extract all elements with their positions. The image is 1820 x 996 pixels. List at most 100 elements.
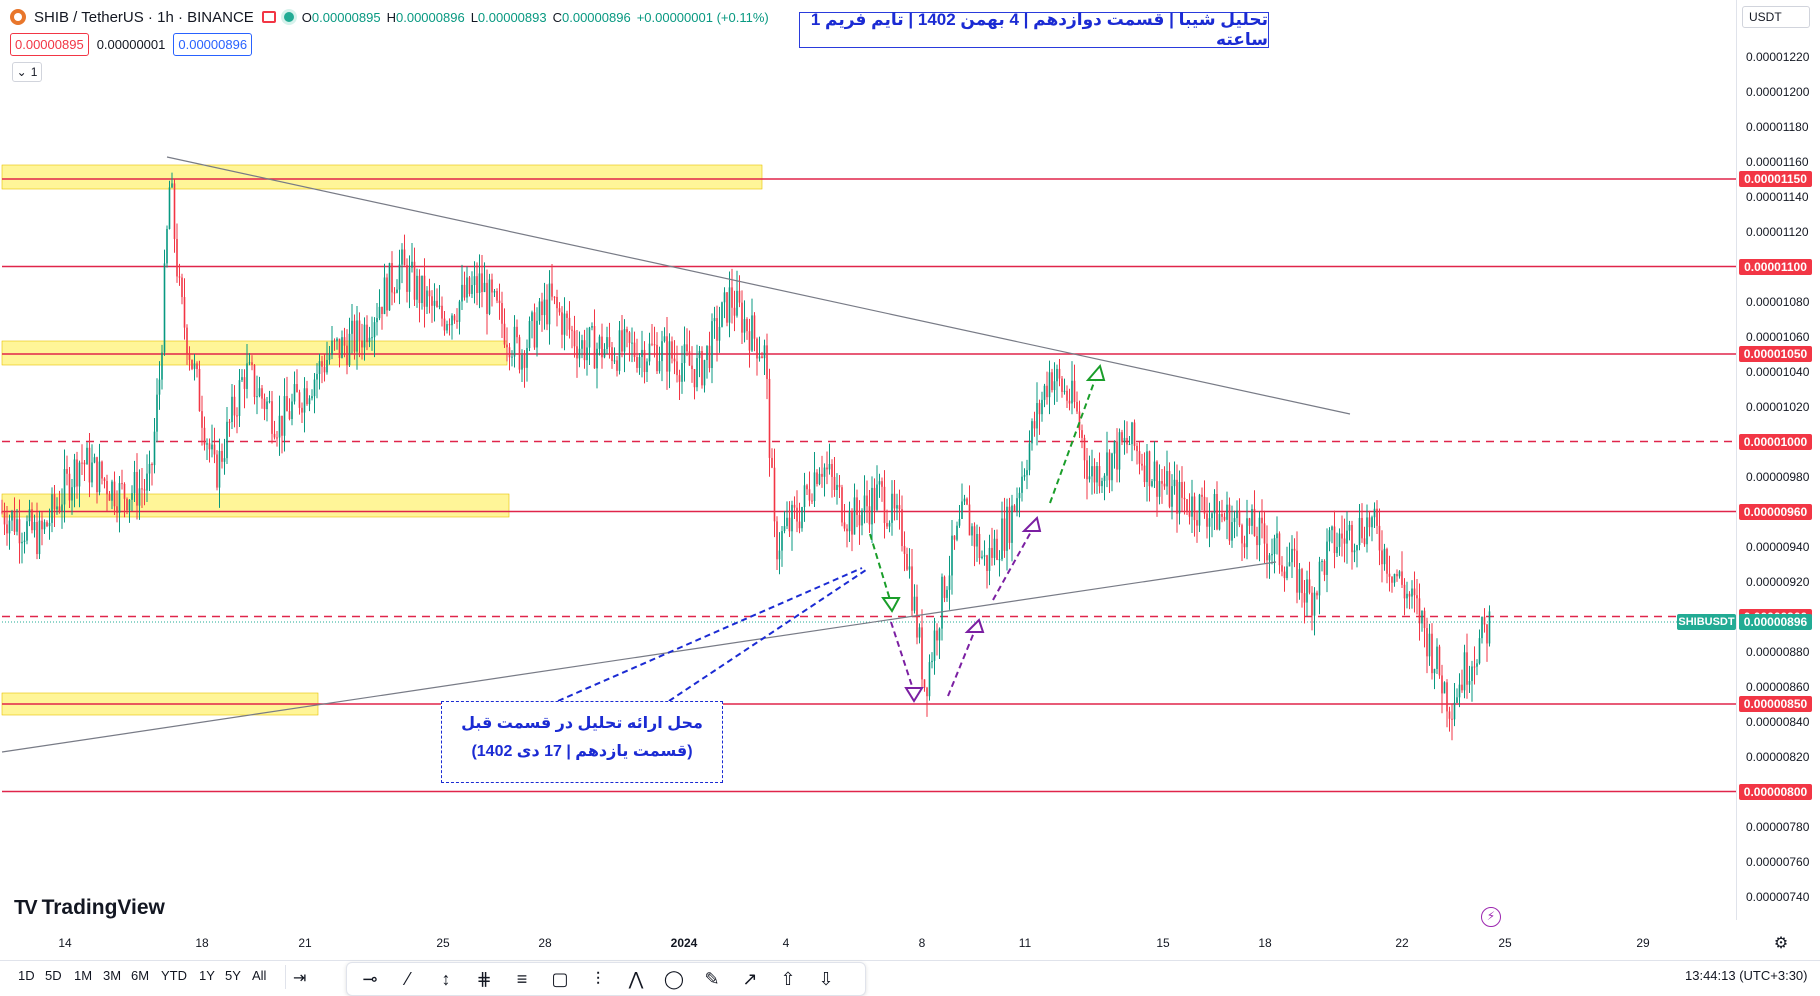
candle-body <box>1128 444 1131 446</box>
settings-gear-icon[interactable]: ⚙ <box>1773 935 1789 952</box>
buy-price-button[interactable]: 0.00000896 <box>173 33 253 56</box>
price-tick: 0.00001200 <box>1746 84 1810 99</box>
circle-icon[interactable]: ◯ <box>663 968 685 989</box>
candle-body <box>883 486 886 524</box>
zone-10500[interactable] <box>1 340 508 366</box>
level-price-label: 0.00000800 <box>1739 783 1812 800</box>
candle-body <box>751 315 753 351</box>
calendar-range-icon[interactable]: ⇥ <box>293 970 307 987</box>
clock[interactable]: 13:44:13 (UTC+3:30) <box>1685 968 1808 983</box>
zone-9600[interactable] <box>1 493 510 518</box>
range-3m[interactable]: 3M <box>103 968 122 983</box>
arrow-up-icon[interactable]: ⇧ <box>780 968 796 989</box>
spread-value: 0.00000001 <box>96 37 166 52</box>
arrow-tool-icon[interactable]: ↗ <box>742 968 758 989</box>
range-ytd[interactable]: YTD <box>161 968 187 983</box>
candle-body <box>1351 524 1353 553</box>
candle-body <box>843 522 846 529</box>
symbol-title[interactable]: SHIB / TetherUS · 1h · BINANCE <box>34 8 254 26</box>
annotation-arrows[interactable] <box>557 363 1106 703</box>
candle-body <box>1426 628 1428 657</box>
range-6m[interactable]: 6M <box>131 968 150 983</box>
analysis-title[interactable]: تحلیل شیبا | قسمت دوازدهم | 4 بهمن 1402 … <box>799 10 1269 49</box>
candle-body <box>233 396 236 416</box>
range-1y[interactable]: 1Y <box>199 968 215 983</box>
time-tick: 22 <box>1395 936 1409 950</box>
candle-body <box>1256 536 1258 546</box>
candle-body <box>861 510 863 526</box>
candle-body <box>241 377 243 381</box>
candle-body <box>856 497 858 516</box>
range-all[interactable]: All <box>252 968 267 983</box>
candle-body <box>1441 675 1443 694</box>
horizontal-line-icon[interactable]: ⊸ <box>362 968 378 989</box>
range-5y[interactable]: 5Y <box>225 968 241 983</box>
vertical-line-icon[interactable]: ↕ <box>441 968 451 989</box>
candle-body <box>1246 518 1248 548</box>
candle-body <box>163 263 166 353</box>
replay-icon[interactable]: ⚡ <box>1481 907 1501 927</box>
rectangle-icon[interactable]: ▢ <box>551 968 569 989</box>
flag-icon[interactable] <box>261 11 276 23</box>
candle-body <box>1118 432 1121 470</box>
candle-body <box>598 336 601 349</box>
candle-body <box>458 301 461 322</box>
candle-body <box>1018 492 1021 499</box>
price-tick: 0.00000840 <box>1746 714 1810 729</box>
candle-body <box>1196 520 1198 526</box>
candle-body <box>161 352 163 380</box>
descending-trendline[interactable] <box>166 156 1351 415</box>
candle-body <box>1343 538 1346 544</box>
candle-body <box>1341 533 1343 539</box>
annotation-note[interactable]: محل ارائه تحلیل در قسمت قبل (قسمت یازدهم… <box>441 701 723 783</box>
fib-icon[interactable]: ≡ <box>516 968 528 989</box>
tradingview-logo[interactable]: TV TradingView <box>14 896 165 919</box>
candle-body <box>816 472 818 485</box>
parallel-channel-icon[interactable]: ⋕ <box>476 968 492 989</box>
range-1m[interactable]: 1M <box>74 968 93 983</box>
currency-select[interactable]: USDT <box>1742 6 1810 28</box>
candle-body <box>306 388 308 405</box>
candle-body <box>1076 401 1078 412</box>
candle-body <box>1106 452 1108 476</box>
candle-body <box>168 187 171 230</box>
candle-body <box>1101 480 1103 487</box>
candle-body <box>213 444 216 455</box>
time-tick: 15 <box>1156 936 1170 950</box>
ascending-trendline[interactable] <box>1 561 1277 753</box>
candle-body <box>221 450 223 462</box>
candle-body <box>461 284 463 302</box>
time-scale[interactable] <box>0 926 1736 956</box>
candle-body <box>1226 504 1228 520</box>
candle-body <box>608 337 611 348</box>
arrow-down-icon[interactable]: ⇩ <box>818 968 834 989</box>
candle-body <box>841 487 843 523</box>
sell-price-button[interactable]: 0.00000895 <box>10 33 89 56</box>
indicators-toggle[interactable]: ⌄ 1 <box>12 62 42 82</box>
candle-body <box>746 319 748 332</box>
range-1d[interactable]: 1D <box>18 968 35 983</box>
candle-body <box>1291 548 1293 563</box>
candle-body <box>351 320 353 334</box>
price-scale[interactable] <box>1736 0 1820 920</box>
candle-body <box>513 326 516 357</box>
candle-body <box>111 481 113 501</box>
candle-body <box>31 509 33 531</box>
brush-icon[interactable]: ✎ <box>704 968 720 989</box>
candle-body <box>66 469 68 474</box>
candle-body <box>123 483 126 499</box>
pitchfork-icon[interactable]: ⫶ <box>595 968 601 989</box>
candle-body <box>1243 543 1246 548</box>
range-5d[interactable]: 5D <box>45 968 62 983</box>
pattern-icon[interactable]: ⋀ <box>628 968 644 989</box>
zone-11500[interactable] <box>1 164 763 190</box>
candle-body <box>1111 453 1113 481</box>
candle-body <box>348 333 351 366</box>
candle-body <box>1198 494 1201 526</box>
candle-body <box>103 478 106 481</box>
price-chart[interactable] <box>0 0 1736 926</box>
trend-line-icon[interactable]: ⁄ <box>406 968 410 989</box>
candle-body <box>703 360 706 386</box>
candle-body <box>528 321 531 349</box>
candle-body <box>188 354 191 360</box>
